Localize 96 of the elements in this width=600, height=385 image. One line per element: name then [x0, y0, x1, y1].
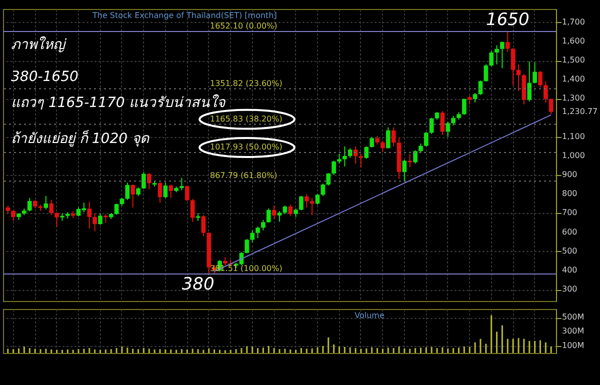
y-tick-label: 1,100: [562, 132, 585, 141]
candlestick: [489, 50, 494, 67]
candlestick: [125, 182, 130, 200]
candlestick: [494, 44, 499, 65]
candlestick: [261, 219, 266, 231]
candlestick: [114, 203, 119, 216]
candlestick: [146, 172, 152, 190]
y-tick-label: 800: [562, 189, 578, 198]
candlestick: [250, 230, 255, 243]
annotation: 380-1650: [11, 69, 78, 85]
candlestick: [299, 196, 304, 211]
candlestick: [288, 204, 293, 217]
ref-line-label: 1351.82 (23.60%): [210, 78, 282, 88]
candlestick: [544, 81, 548, 104]
ref-line-label: 1652.10 (0.00%): [210, 22, 278, 30]
candlestick: [402, 159, 407, 182]
candlestick: [370, 136, 374, 148]
ref-line-label: 867.79 (61.80%): [210, 171, 278, 180]
candlestick: [505, 31, 510, 52]
ref-line-label: 1165.83 (38.20%): [210, 114, 282, 124]
candlestick: [510, 48, 516, 86]
candlestick: [142, 172, 146, 190]
candlestick: [472, 92, 478, 104]
candlestick: [548, 98, 554, 114]
annotation: 380: [182, 274, 214, 294]
candlestick: [337, 154, 342, 164]
y-tick-label: 1,500: [562, 56, 585, 65]
y-tick-label: 1,400: [562, 74, 585, 84]
y-tick-label: 400: [562, 265, 578, 274]
candlestick: [320, 183, 326, 197]
candlestick: [244, 238, 250, 254]
y-tick-label: 600: [562, 227, 578, 236]
y-tick-label: 1,230.77: [562, 106, 598, 116]
candlestick: [418, 143, 423, 154]
candlestick: [315, 194, 320, 206]
candlestick: [130, 184, 136, 208]
candlestick: [92, 212, 97, 232]
candlestick: [180, 177, 184, 191]
candlestick: [451, 115, 456, 126]
candlestick: [500, 40, 504, 69]
annotation: ภาพใหญ่: [11, 36, 67, 53]
candlestick: [364, 146, 369, 160]
candlestick: [413, 150, 418, 164]
candlestick: [386, 126, 390, 149]
candlestick: [158, 182, 162, 204]
candlestick: [163, 182, 168, 198]
candlestick: [27, 197, 32, 212]
candlestick: [408, 154, 412, 168]
y-tick-label: 1,600: [562, 36, 585, 46]
candlestick: [304, 194, 309, 208]
candlestick: [54, 212, 59, 228]
candlestick: [446, 121, 450, 138]
candlestick: [358, 154, 364, 168]
candlestick: [11, 210, 16, 222]
y-tick-label: 1,000: [562, 150, 585, 160]
candlestick: [484, 64, 488, 82]
candlestick: [201, 214, 206, 237]
candlestick: [429, 117, 434, 135]
candlestick: [462, 98, 466, 116]
candlestick: [538, 70, 542, 88]
candlestick: [44, 196, 48, 210]
y-tick-label: 1,700: [562, 17, 585, 26]
chart-title: Volume: [354, 311, 384, 320]
candlestick: [342, 146, 347, 167]
y-tick-label: 700: [562, 208, 578, 218]
candlestick: [527, 60, 532, 102]
candlestick: [184, 185, 190, 202]
candlestick: [49, 199, 54, 216]
candlestick: [332, 160, 336, 176]
candlestick: [98, 212, 102, 226]
y-tick-label: 500: [562, 246, 578, 256]
candlestick: [310, 197, 314, 216]
y-tick-label: 1,300: [562, 94, 585, 103]
y-tick-label: 500M: [562, 312, 584, 322]
annotation: แถวๆ 1165-1170 แนวรับน่าสนใจ: [11, 94, 226, 111]
candlestick: [256, 226, 260, 239]
candlestick: [266, 208, 271, 224]
candlestick: [391, 126, 396, 147]
candlestick: [168, 184, 174, 198]
y-tick-label: 900: [562, 170, 578, 180]
candlestick: [190, 198, 195, 222]
candlestick: [424, 132, 428, 147]
candlestick: [532, 62, 537, 84]
candlestick: [440, 110, 445, 136]
candlestick: [380, 140, 385, 153]
candlestick: [87, 201, 92, 229]
y-tick-label: 300: [562, 284, 578, 294]
annotation: 1650: [486, 10, 530, 30]
y-tick-label: 100M: [562, 340, 584, 350]
y-tick-label: 300M: [562, 326, 584, 336]
chart-title: The Stock Exchange of Thailand(SET) [month]: [92, 11, 277, 20]
candlestick: [277, 210, 282, 222]
candlestick: [272, 205, 276, 220]
candlestick: [326, 172, 331, 186]
ref-line-label: 1017.93 (50.00%): [210, 142, 282, 152]
annotation: ถ้ายังแย่อยู่ ก็ 1020 จุด: [11, 130, 150, 147]
